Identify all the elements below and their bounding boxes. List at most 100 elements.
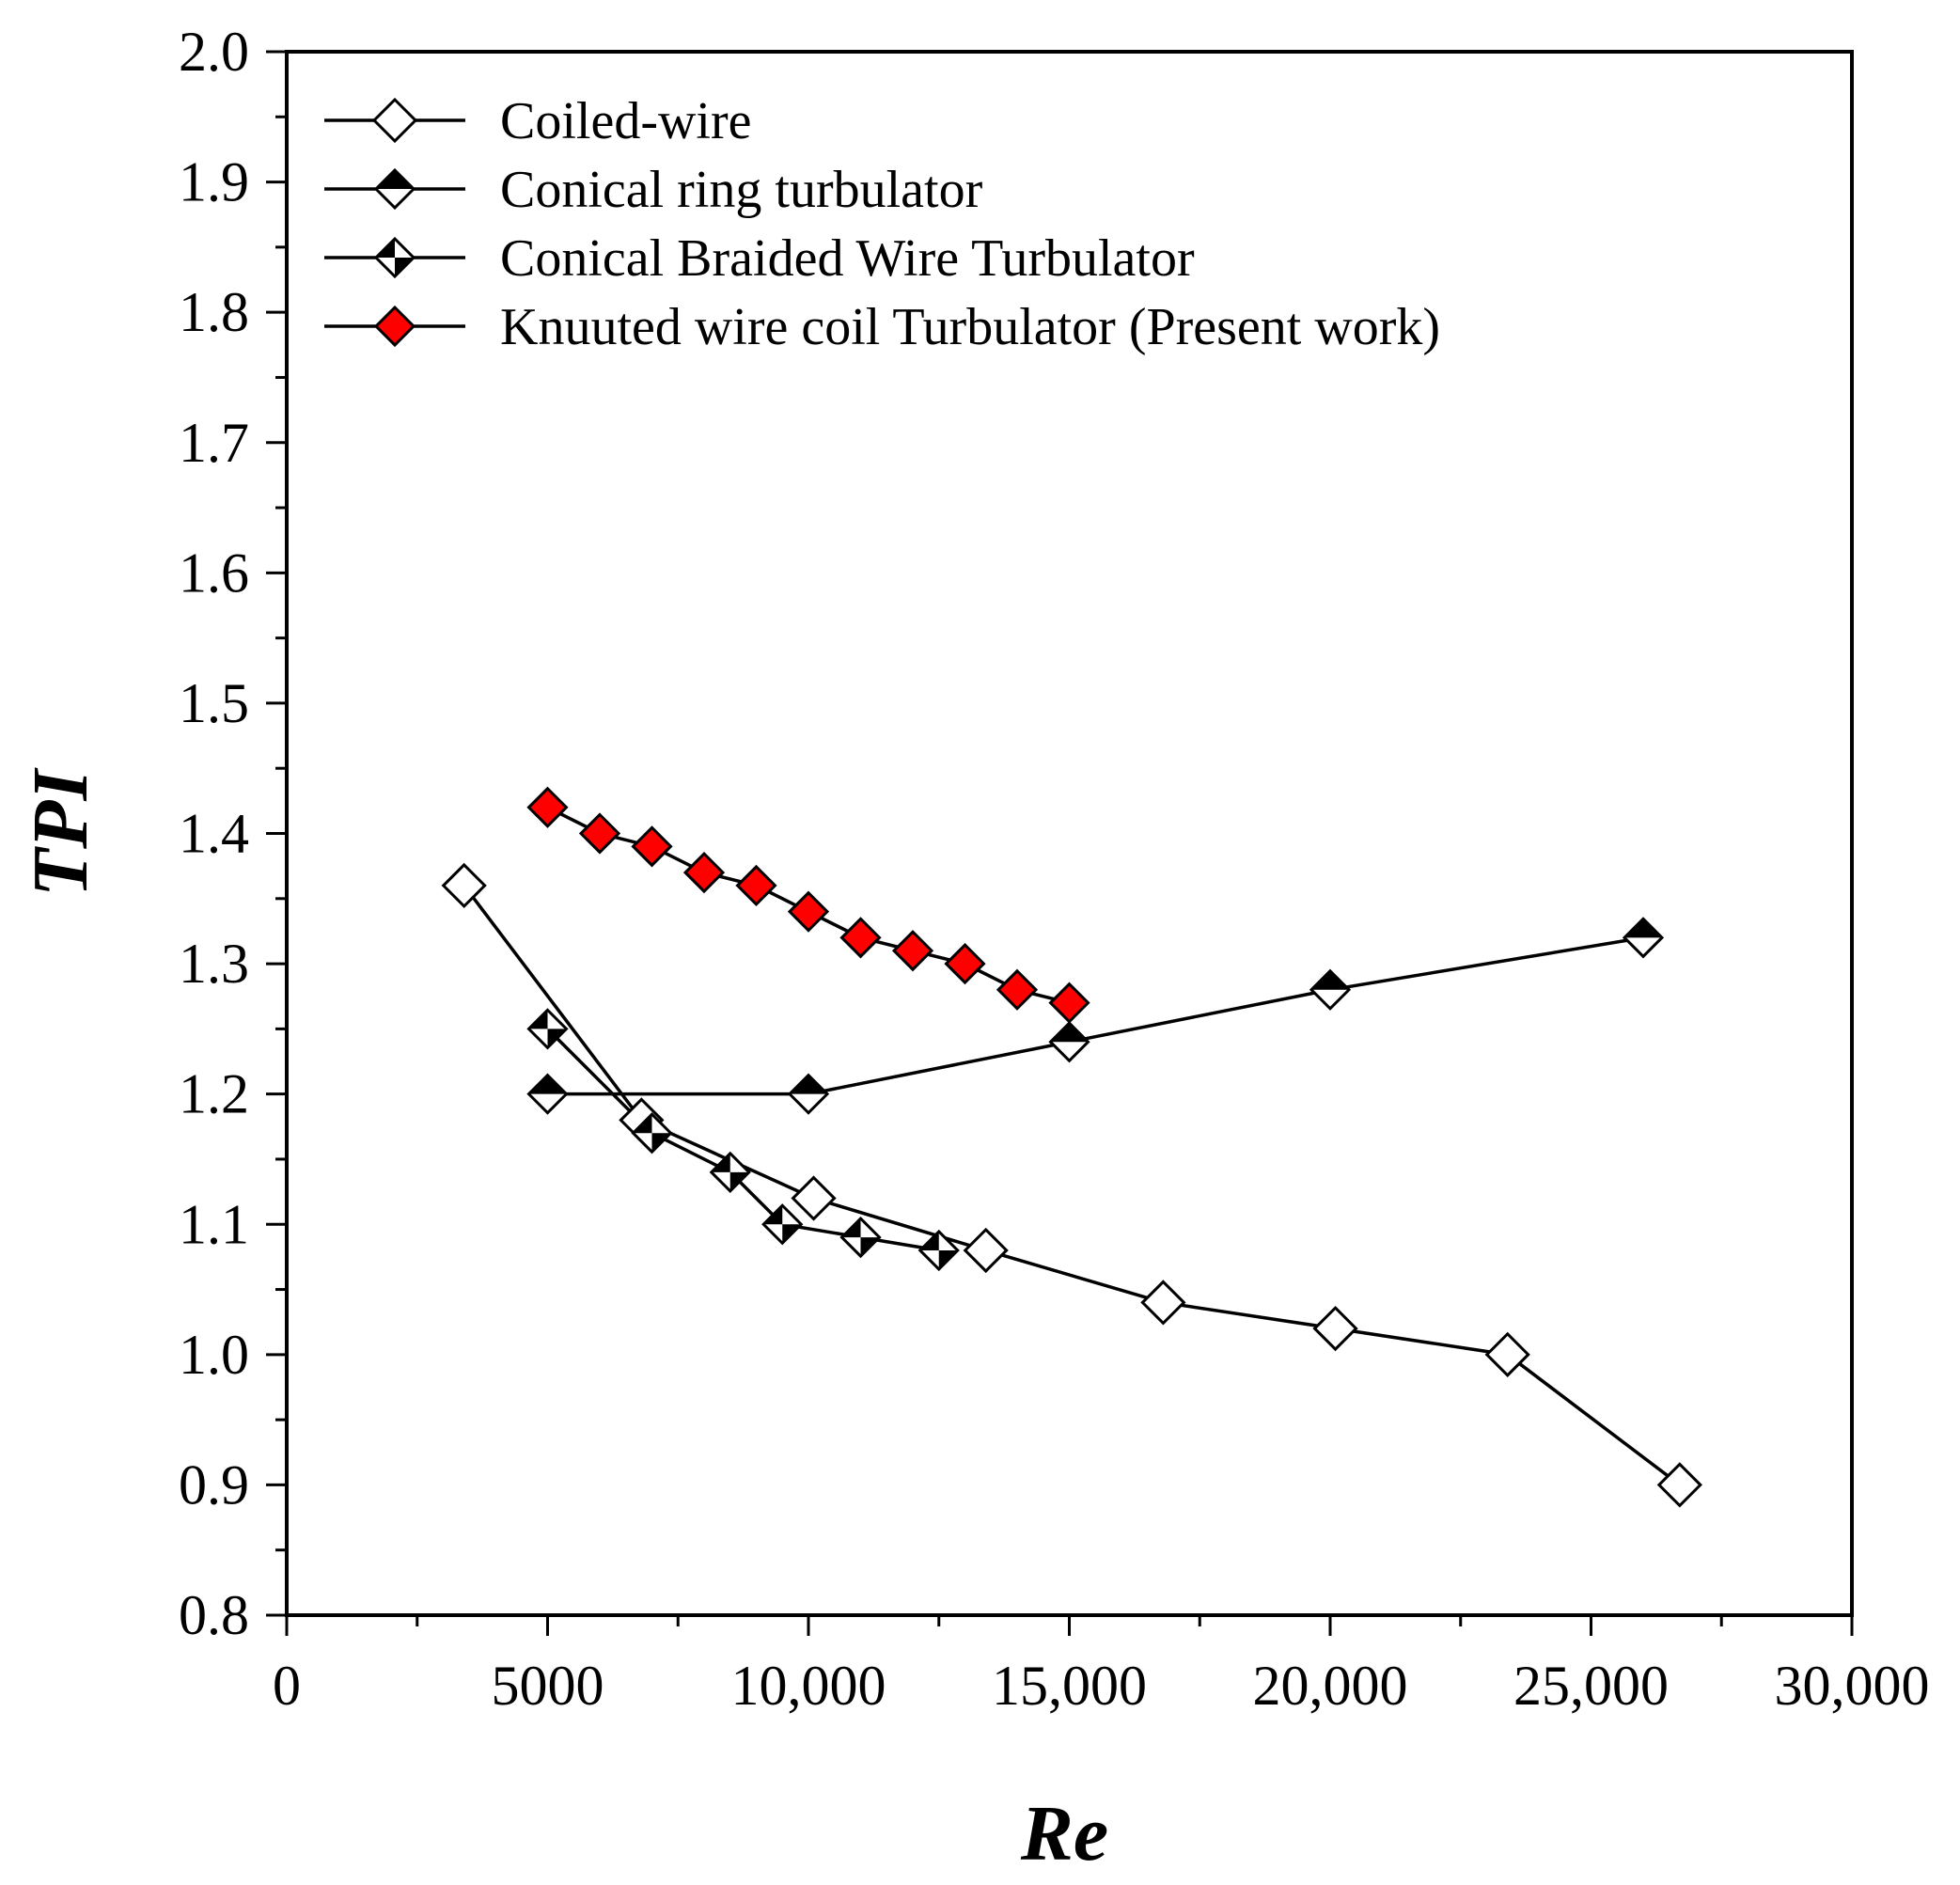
y-tick-label: 1.8 xyxy=(179,281,249,343)
legend-item: Coiled-wire xyxy=(324,92,751,150)
marker-shape xyxy=(735,864,777,907)
series-3-point xyxy=(996,968,1039,1011)
x-tick-label: 0 xyxy=(273,1655,301,1717)
marker-shape xyxy=(891,930,934,972)
legend-label: Conical ring turbulator xyxy=(500,161,983,219)
y-tick-label: 1.6 xyxy=(179,542,249,604)
series-0-point xyxy=(1312,1305,1358,1352)
series-2-point xyxy=(761,1203,804,1246)
y-tick-label: 1.3 xyxy=(179,933,249,995)
marker-shape xyxy=(1484,1331,1530,1377)
marker-shape xyxy=(787,890,830,933)
series-0-point xyxy=(791,1175,837,1221)
marker-outline xyxy=(761,1203,804,1246)
legend-marker xyxy=(371,97,418,144)
marker-shape xyxy=(578,812,621,855)
series-1-point xyxy=(787,1073,830,1115)
series-2-point xyxy=(631,1112,673,1155)
marker-fill xyxy=(1311,970,1349,990)
y-tick-label: 1.9 xyxy=(179,151,249,213)
marker-shape xyxy=(682,851,726,894)
series-3-point xyxy=(631,825,673,868)
marker-fill xyxy=(528,1075,567,1094)
y-tick-label: 1.2 xyxy=(179,1063,249,1125)
y-tick-label: 1.5 xyxy=(179,672,249,734)
legend-item: Conical Braided Wire Turbulator xyxy=(324,229,1195,288)
marker-shape xyxy=(1048,982,1090,1024)
series-2-point xyxy=(709,1151,751,1193)
series-3-point xyxy=(735,864,777,907)
legend-marker xyxy=(373,305,416,348)
marker-fill xyxy=(790,1075,827,1094)
marker-outline xyxy=(917,1229,960,1272)
marker-shape xyxy=(631,825,673,868)
x-tick-label: 10,000 xyxy=(731,1655,886,1717)
marker-shape xyxy=(839,917,882,959)
series-3-point xyxy=(839,917,882,959)
marker-outline xyxy=(787,1073,830,1115)
y-axis-title: TPI xyxy=(17,767,104,898)
x-tick-label: 30,000 xyxy=(1775,1655,1930,1717)
y-tick-label: 0.9 xyxy=(179,1453,249,1516)
series-3-point xyxy=(526,786,569,828)
legend-label: Conical Braided Wire Turbulator xyxy=(500,229,1195,288)
series-3-point xyxy=(682,851,726,894)
marker-shape xyxy=(371,97,418,144)
y-tick-label: 0.8 xyxy=(179,1584,249,1646)
marker-outline xyxy=(839,1216,882,1259)
marker-outline xyxy=(1048,1021,1090,1063)
x-tick-label: 20,000 xyxy=(1253,1655,1408,1717)
marker-outline xyxy=(526,1008,569,1050)
legend-marker xyxy=(373,167,416,211)
x-tick-label: 5000 xyxy=(492,1655,604,1717)
marker-shape xyxy=(526,786,569,828)
x-axis-title: Re xyxy=(1020,1790,1108,1877)
marker-outline xyxy=(373,167,416,211)
marker-shape xyxy=(1140,1280,1186,1326)
legend-label: Knuuted wire coil Turbulator (Present wo… xyxy=(500,298,1440,356)
series-1-point xyxy=(1622,917,1665,959)
y-tick-label: 2.0 xyxy=(179,21,249,83)
legend: Coiled-wire Conical ring turbulator Conica… xyxy=(324,92,1440,356)
series-2-point xyxy=(526,1008,569,1050)
marker-shape xyxy=(963,1227,1009,1274)
x-tick-label: 25,000 xyxy=(1513,1655,1669,1717)
marker-shape xyxy=(1312,1305,1358,1352)
marker-outline xyxy=(526,1073,569,1115)
y-tick-label: 1.1 xyxy=(179,1193,249,1255)
series-3-point xyxy=(891,930,934,972)
marker-outline xyxy=(709,1151,751,1193)
plot-frame xyxy=(285,50,1854,1617)
x-tick-label: 15,000 xyxy=(992,1655,1147,1717)
marker-outline xyxy=(1622,917,1665,959)
series-3-point xyxy=(787,890,830,933)
y-tick-label: 1.4 xyxy=(179,803,249,865)
marker-shape xyxy=(373,305,416,348)
marker-fill xyxy=(1624,919,1662,938)
series-2-point xyxy=(839,1216,882,1259)
y-tick-label: 1.7 xyxy=(179,412,249,474)
series-2-point xyxy=(917,1229,960,1272)
marker-shape xyxy=(996,968,1039,1011)
marker-shape xyxy=(1656,1462,1702,1508)
series-1-point xyxy=(526,1073,569,1115)
marker-shape xyxy=(944,942,986,985)
series-0-point xyxy=(963,1227,1009,1274)
marker-outline xyxy=(631,1112,673,1155)
series-0-point xyxy=(1484,1331,1530,1377)
marker-outline xyxy=(373,236,416,279)
series-3-point xyxy=(944,942,986,985)
legend-label: Coiled-wire xyxy=(500,92,751,150)
series-3-point xyxy=(578,812,621,855)
y-tick-label: 1.0 xyxy=(179,1324,249,1386)
series-3-point xyxy=(1048,982,1090,1024)
series-0-point xyxy=(1140,1280,1186,1326)
series-0-point xyxy=(441,862,487,909)
legend-item: Knuuted wire coil Turbulator (Present wo… xyxy=(324,298,1440,356)
series-0-point xyxy=(1656,1462,1702,1508)
marker-shape xyxy=(791,1175,837,1221)
legend-marker xyxy=(373,236,416,279)
series-1-point xyxy=(1309,968,1352,1011)
marker-outline xyxy=(1309,968,1352,1011)
